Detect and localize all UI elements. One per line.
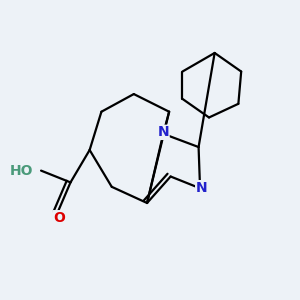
Text: HO: HO: [10, 164, 34, 178]
Text: N: N: [158, 125, 169, 139]
Text: O: O: [53, 211, 65, 225]
Text: N: N: [196, 181, 207, 195]
